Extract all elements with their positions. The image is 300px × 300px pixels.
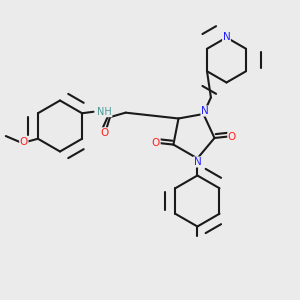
Text: N: N	[201, 106, 209, 116]
Text: O: O	[228, 131, 236, 142]
Text: O: O	[152, 138, 160, 148]
Text: N: N	[223, 32, 230, 42]
Text: O: O	[20, 137, 28, 147]
Text: O: O	[100, 128, 109, 138]
Text: N: N	[194, 157, 201, 167]
Text: NH: NH	[97, 107, 112, 117]
